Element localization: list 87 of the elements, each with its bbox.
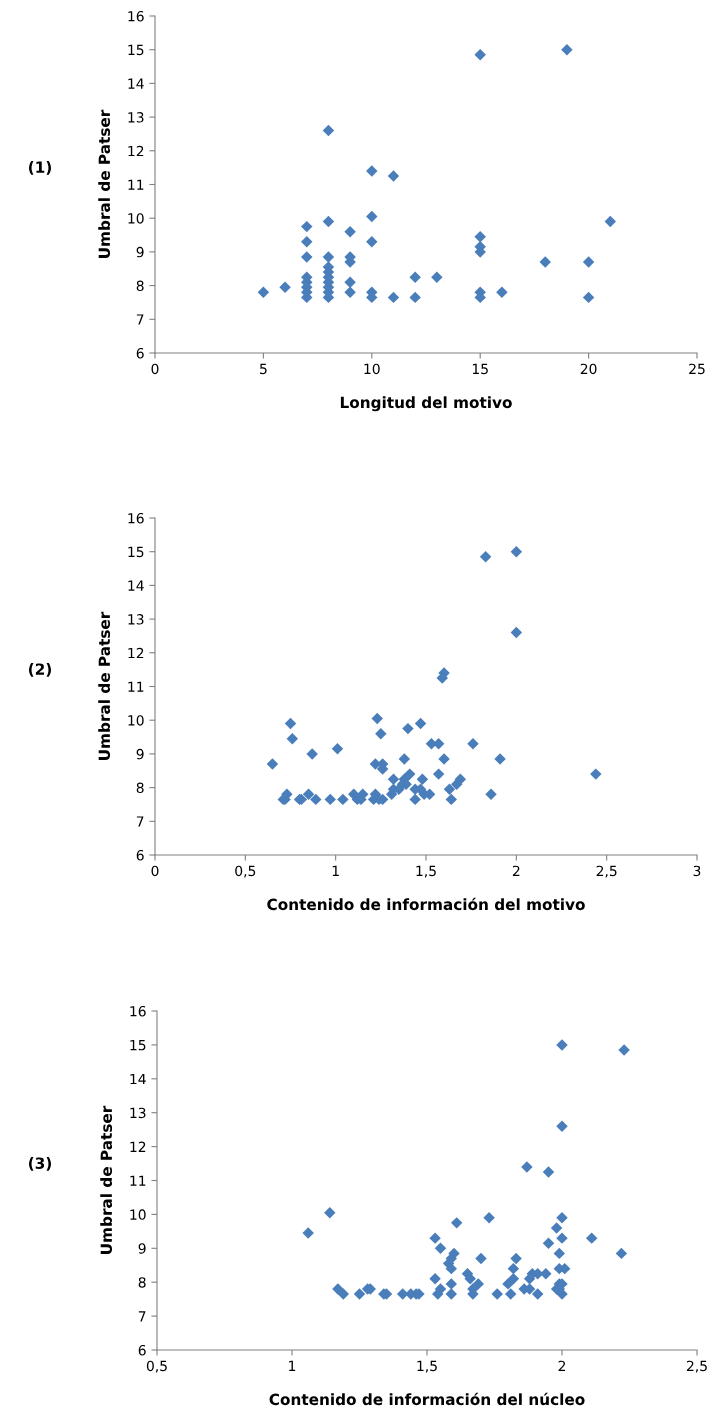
y-tick-label: 13 xyxy=(128,614,144,625)
point xyxy=(409,271,421,283)
x-tick-label: 0 xyxy=(151,865,159,877)
x-tick-label: 2,5 xyxy=(596,865,617,878)
point xyxy=(366,210,378,223)
y-axis-title: Umbral de Patser xyxy=(100,1105,113,1254)
y-tick-label: 9 xyxy=(138,1243,146,1254)
point xyxy=(322,124,335,137)
point xyxy=(496,286,508,299)
y-tick-label: 7 xyxy=(136,314,144,325)
x-tick-label: 2 xyxy=(558,1360,566,1371)
y-tick-label: 16 xyxy=(128,10,144,22)
point xyxy=(387,170,400,182)
y-tick-label: 13 xyxy=(128,112,144,123)
y-tick-label: 9 xyxy=(136,748,144,760)
point xyxy=(387,291,400,304)
x-tick-label: 1,5 xyxy=(416,865,436,878)
point xyxy=(301,251,313,263)
y-tick-label: 10 xyxy=(128,213,144,224)
x-tick-label: 0,5 xyxy=(235,865,256,878)
x-tick-label: 3 xyxy=(693,865,701,877)
y-tick-label: 15 xyxy=(128,546,144,558)
x-axis-title: Contenido de información del núcleo xyxy=(269,1392,585,1406)
x-tick-label: 0 xyxy=(151,363,159,375)
point xyxy=(366,165,378,177)
point xyxy=(582,291,595,304)
y-axis-title: Umbral de Patser xyxy=(98,109,111,258)
y-tick-label: 10 xyxy=(130,1209,146,1220)
text: (1) xyxy=(29,161,51,175)
point xyxy=(257,286,270,299)
x-tick-label: 10 xyxy=(364,363,380,375)
y-tick-label: 12 xyxy=(128,145,144,157)
y-axis-title: Umbral de Patser xyxy=(98,611,111,760)
point xyxy=(431,271,443,283)
y-tick-label: 11 xyxy=(130,1175,146,1186)
y-tick-label: 9 xyxy=(136,246,144,258)
y-tick-label: 6 xyxy=(136,347,144,359)
y-tick-label: 16 xyxy=(130,1005,146,1017)
y-tick-label: 6 xyxy=(138,1344,146,1356)
x-tick-label: 20 xyxy=(580,363,597,375)
y-tick-label: 11 xyxy=(128,179,144,190)
y-tick-label: 14 xyxy=(128,580,144,591)
y-tick-label: 13 xyxy=(130,1107,146,1119)
point xyxy=(539,256,551,268)
point xyxy=(322,251,335,263)
x-axis-title: Longitud del motivo xyxy=(340,396,512,412)
x-tick-label: 0,5 xyxy=(146,1360,167,1373)
x-tick-label: 15 xyxy=(472,363,488,375)
y-tick-label: 15 xyxy=(130,1040,146,1051)
point xyxy=(301,236,313,248)
point xyxy=(344,276,356,288)
y-tick-label: 8 xyxy=(136,280,144,292)
y-tick-label: 6 xyxy=(136,849,144,861)
x-tick-label: 2,5 xyxy=(686,1360,707,1373)
y-tick-label: 8 xyxy=(138,1277,146,1288)
y-tick-label: 15 xyxy=(128,44,144,56)
x-tick-label: 1 xyxy=(332,865,339,876)
point xyxy=(582,256,595,268)
y-tick-label: 12 xyxy=(130,1141,146,1152)
x-tick-label: 1 xyxy=(289,1360,296,1371)
point xyxy=(561,43,573,56)
point xyxy=(474,231,486,243)
point xyxy=(366,236,378,248)
y-tick-label: 10 xyxy=(128,715,144,726)
x-tick-label: 1,5 xyxy=(417,1360,437,1373)
point xyxy=(409,291,421,304)
y-tick-label: 7 xyxy=(138,1311,146,1322)
y-tick-label: 8 xyxy=(136,782,144,794)
x-axis-title: Contenido de información del motivo xyxy=(267,897,585,911)
text: (3) xyxy=(29,1157,51,1171)
point xyxy=(604,215,617,228)
point xyxy=(322,215,335,228)
point xyxy=(301,220,313,233)
y-tick-label: 14 xyxy=(128,78,144,89)
x-tick-label: 2 xyxy=(512,865,520,876)
y-tick-label: 16 xyxy=(128,512,144,524)
y-tick-label: 7 xyxy=(136,816,144,827)
point xyxy=(344,225,356,238)
x-tick-label: 5 xyxy=(260,363,267,375)
y-tick-label: 12 xyxy=(128,647,144,659)
x-tick-label: 25 xyxy=(689,363,705,375)
point xyxy=(279,281,291,294)
y-tick-label: 14 xyxy=(130,1073,146,1085)
text: (2) xyxy=(29,663,51,677)
y-tick-label: 11 xyxy=(128,681,144,692)
point xyxy=(474,49,486,61)
point xyxy=(344,286,356,299)
